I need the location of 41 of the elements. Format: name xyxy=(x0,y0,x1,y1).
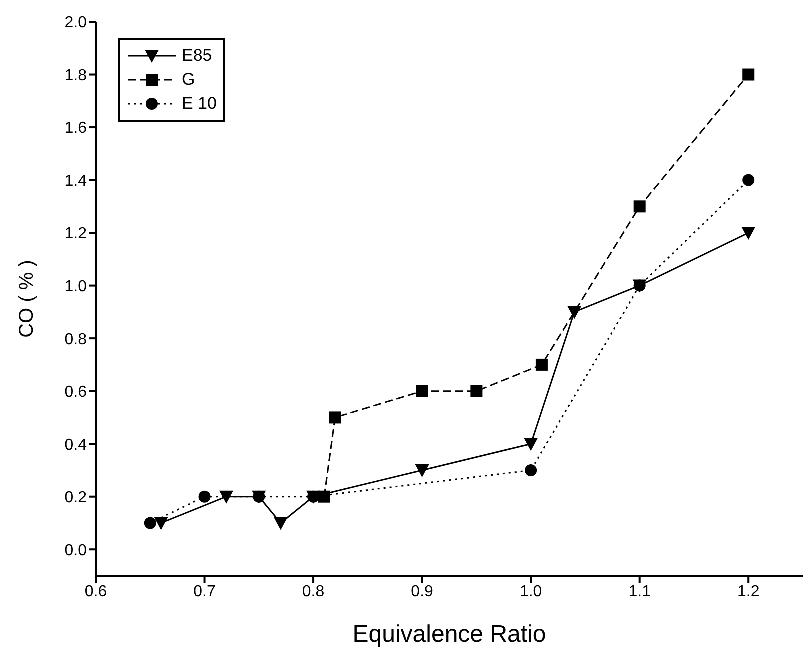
y-tick-label: 0.4 xyxy=(64,436,88,454)
y-axis-title: CO ( % ) xyxy=(16,260,38,338)
legend-label: E 10 xyxy=(182,94,217,114)
y-tick-label: 2.0 xyxy=(64,14,88,32)
x-tick-label: 0.7 xyxy=(194,583,216,600)
x-tick-label: 0.9 xyxy=(411,583,434,600)
point xyxy=(742,227,756,240)
y-tick-label: 0.2 xyxy=(64,490,88,507)
x-tick-label: 0.8 xyxy=(302,583,325,600)
point xyxy=(274,517,288,530)
y-tick-label: 1.6 xyxy=(64,120,88,138)
x-tick-label: 0.6 xyxy=(84,583,108,600)
point xyxy=(318,490,330,503)
point xyxy=(634,200,646,213)
point xyxy=(525,464,538,476)
point xyxy=(742,174,755,186)
point xyxy=(415,464,430,478)
point xyxy=(198,490,211,503)
x-tick-label: 1.0 xyxy=(520,583,542,600)
point xyxy=(536,358,548,371)
point xyxy=(154,517,168,530)
point xyxy=(220,490,234,504)
legend-label: G xyxy=(182,70,196,90)
point xyxy=(416,385,428,398)
legend-label: E85 xyxy=(182,46,212,66)
point xyxy=(329,412,342,424)
point xyxy=(742,68,755,81)
y-tick-label: 0.6 xyxy=(64,384,88,402)
y-tick-label: 0.8 xyxy=(64,331,88,348)
point xyxy=(524,438,538,452)
point xyxy=(144,517,156,530)
y-tick-label: 1.8 xyxy=(64,67,88,84)
y-tick-label: 1.2 xyxy=(64,226,88,243)
x-tick-label: 1.2 xyxy=(737,583,760,600)
x-tick-label: 1.1 xyxy=(628,583,652,600)
y-tick-label: 0.0 xyxy=(64,542,88,560)
y-tick-label: 1.4 xyxy=(64,172,88,190)
x-axis-title: Equivalence Ratio xyxy=(352,621,546,648)
point xyxy=(568,306,582,320)
y-tick-label: 1.0 xyxy=(64,278,88,296)
point xyxy=(470,385,483,398)
